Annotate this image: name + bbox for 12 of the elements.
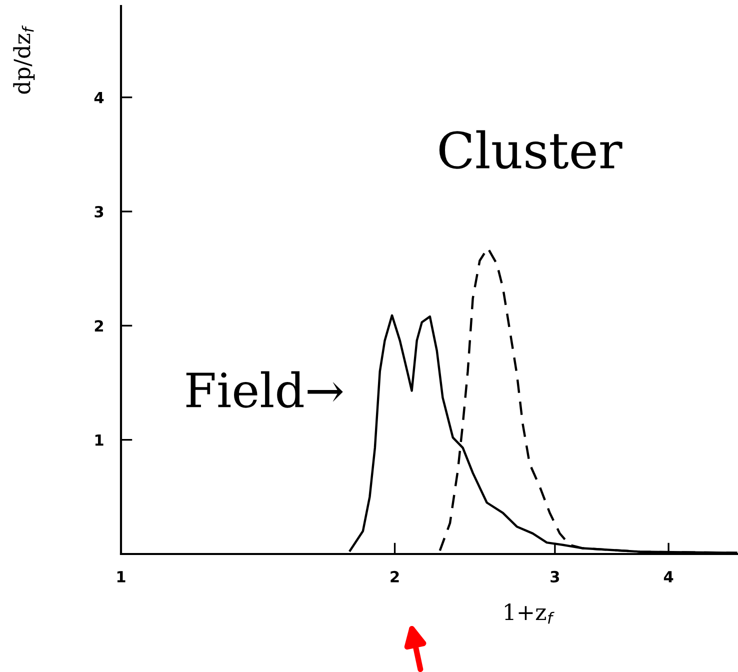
y-tick-label: 3 bbox=[94, 206, 104, 218]
y-tick-label: 4 bbox=[94, 92, 104, 104]
series-label: Field→ bbox=[186, 371, 343, 408]
series-label: Cluster bbox=[439, 130, 622, 169]
x-tick-label: 3 bbox=[550, 570, 560, 582]
x-axis-title: 1+z$_{f}$ bbox=[505, 604, 554, 624]
y-axis-title: dp/dz$_{f}$ bbox=[13, 25, 35, 94]
y-tick-label: 1 bbox=[95, 434, 104, 446]
x-tick-label: 4 bbox=[664, 571, 674, 582]
x-tick-label: 1 bbox=[117, 571, 126, 582]
y-tick-label: 2 bbox=[94, 320, 104, 332]
x-tick-label: 2 bbox=[390, 570, 399, 582]
